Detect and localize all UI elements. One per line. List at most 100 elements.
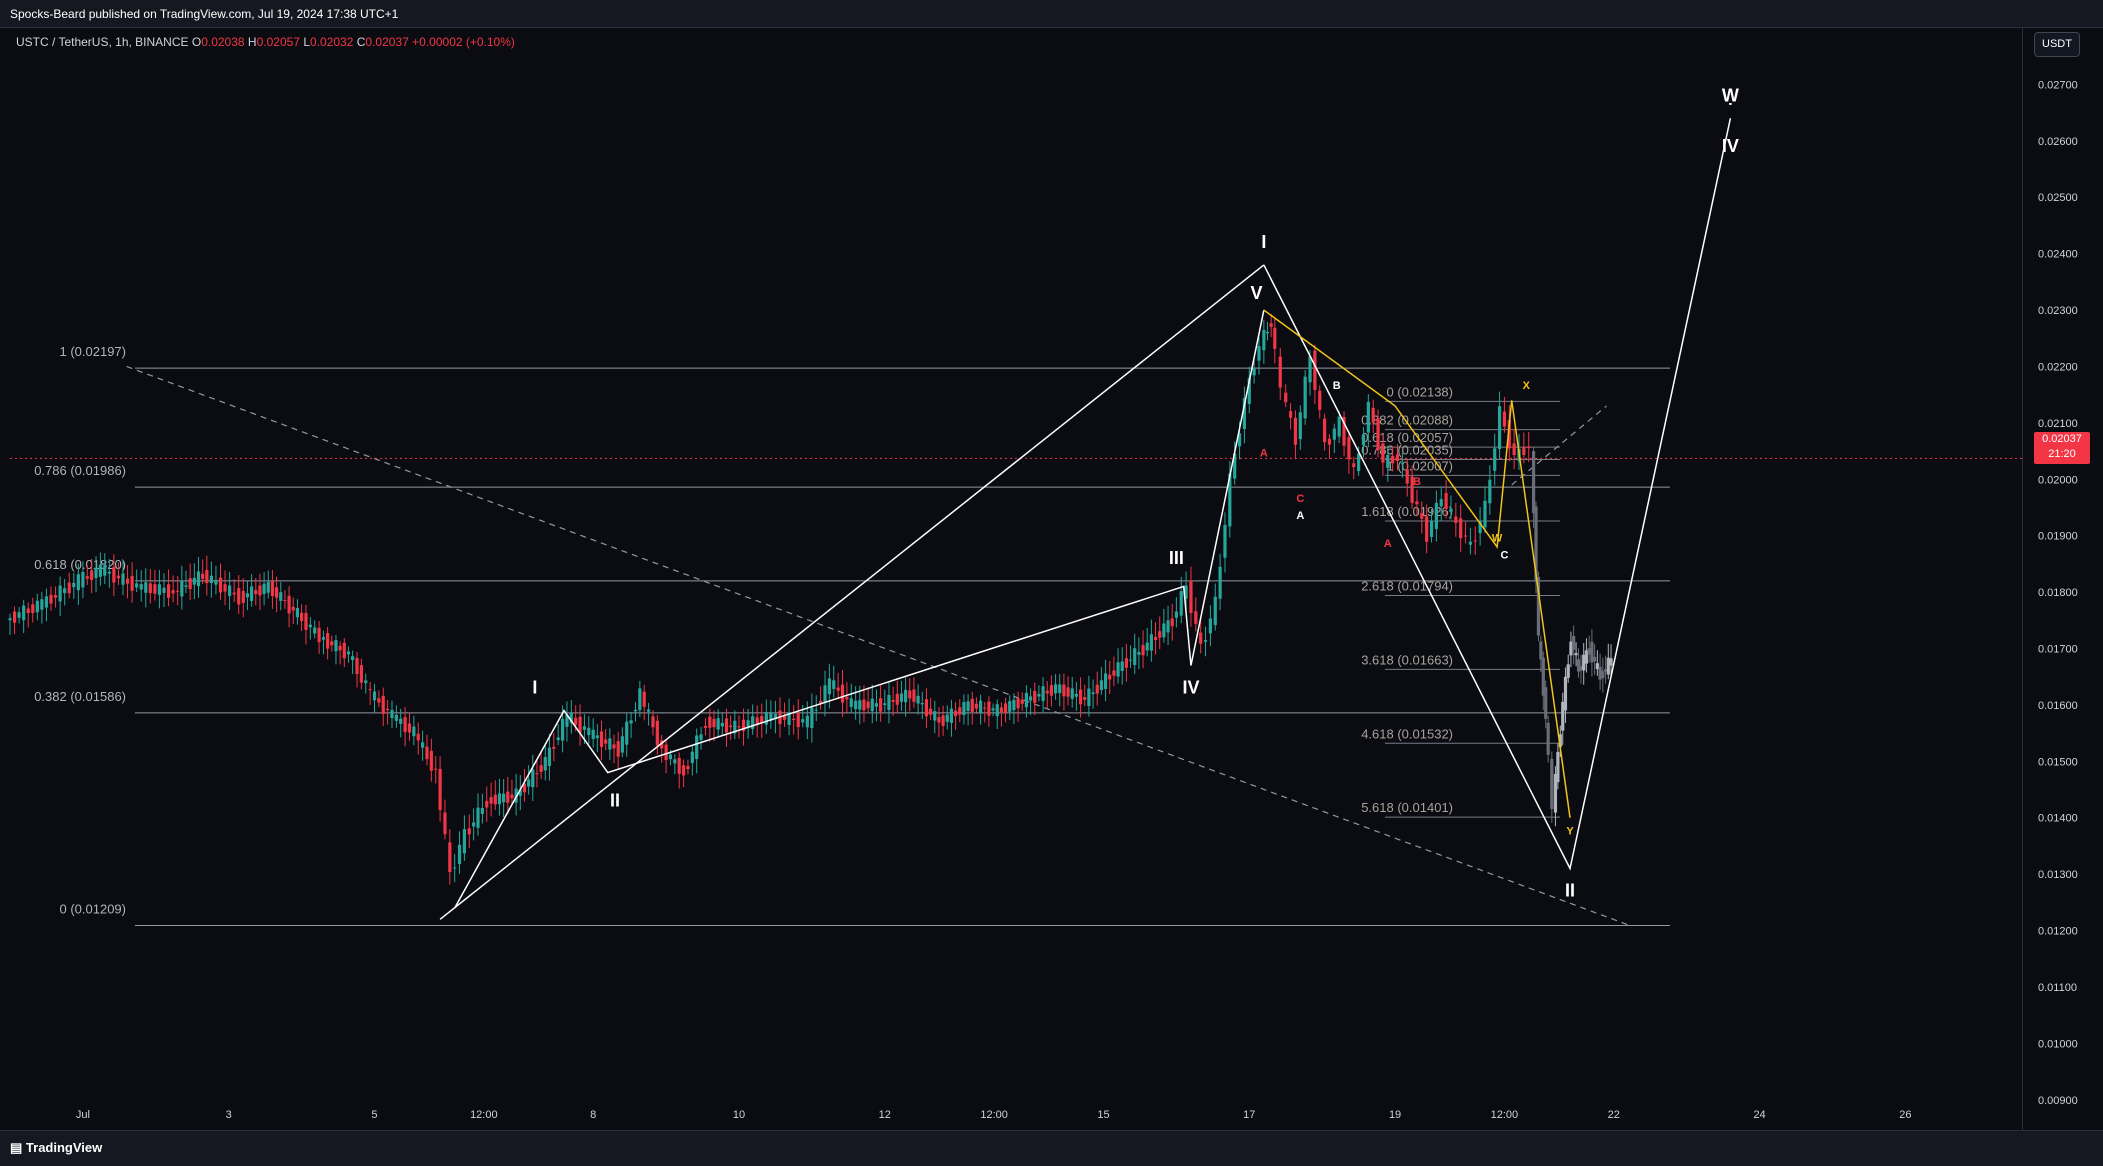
x-tick-label: 10 xyxy=(733,1109,745,1121)
candle xyxy=(1141,645,1145,656)
symbol-name[interactable]: USTC / TetherUS, 1h, BINANCE xyxy=(16,35,189,49)
candle xyxy=(933,711,937,721)
candle xyxy=(681,765,686,776)
candle xyxy=(929,708,933,715)
candle xyxy=(1091,692,1095,695)
candle xyxy=(330,641,334,646)
wave-label: A xyxy=(1296,510,1304,522)
candle xyxy=(1012,699,1016,711)
candle xyxy=(180,580,184,597)
candle xyxy=(313,627,317,634)
last-price-value: 0.02037 xyxy=(2042,433,2082,445)
candle xyxy=(1347,437,1351,460)
candle xyxy=(949,708,954,723)
candle xyxy=(1262,329,1266,351)
candle xyxy=(941,715,945,727)
candle xyxy=(995,704,999,717)
candle xyxy=(664,744,668,761)
candle xyxy=(1473,540,1477,542)
candle xyxy=(205,570,209,584)
candle xyxy=(1361,434,1366,446)
candle xyxy=(1284,392,1288,403)
candle xyxy=(556,737,560,741)
candle xyxy=(299,612,304,622)
candle xyxy=(72,582,76,588)
candle xyxy=(1095,684,1099,694)
candle xyxy=(751,716,755,729)
candle xyxy=(399,718,403,724)
candle xyxy=(254,590,258,595)
candle xyxy=(1257,345,1261,361)
candle xyxy=(1512,443,1516,455)
candle xyxy=(792,718,796,721)
candle xyxy=(1459,518,1463,539)
candle xyxy=(377,698,381,703)
candle xyxy=(1352,463,1356,468)
candle xyxy=(480,807,484,814)
candle xyxy=(1429,521,1434,537)
candle xyxy=(125,578,130,584)
candle xyxy=(283,600,287,602)
currency-button[interactable]: USDT xyxy=(2034,32,2080,57)
tradingview-logo[interactable]: ▤ TradingView xyxy=(10,1140,102,1156)
candle xyxy=(1133,648,1137,665)
candle xyxy=(673,759,677,764)
candle xyxy=(1218,566,1222,599)
candle xyxy=(1066,687,1070,697)
candle xyxy=(604,739,608,744)
candle xyxy=(22,605,26,621)
candle xyxy=(1045,690,1049,694)
candle xyxy=(668,754,673,760)
projected-candle xyxy=(1561,701,1565,731)
candle xyxy=(1293,417,1298,445)
candle xyxy=(218,577,223,593)
fib-extension-label: 5.618 (0.01401) xyxy=(1361,800,1453,815)
y-tick-label: 0.02500 xyxy=(2038,192,2078,204)
candle xyxy=(157,584,162,595)
projected-candle xyxy=(1534,506,1538,582)
candle xyxy=(291,606,295,611)
candle xyxy=(35,600,39,613)
candle xyxy=(612,744,616,749)
candle xyxy=(608,738,612,750)
candle xyxy=(1170,618,1174,627)
candle xyxy=(945,714,949,722)
elliott-wave-line xyxy=(1263,118,1732,871)
candle xyxy=(646,709,651,712)
candle xyxy=(1179,591,1183,616)
candle xyxy=(241,590,245,603)
candle xyxy=(130,575,134,591)
candle xyxy=(1298,412,1302,440)
candle xyxy=(381,695,385,714)
y-tick-label: 0.01300 xyxy=(2038,869,2078,881)
candle xyxy=(1252,368,1256,376)
candle xyxy=(412,726,416,737)
wave-label: Ẉ xyxy=(1722,85,1739,105)
candle xyxy=(908,690,912,699)
candle xyxy=(266,581,270,593)
projected-candle xyxy=(1569,641,1573,656)
candle xyxy=(560,718,565,741)
candle xyxy=(438,768,442,811)
brand-text: TradingView xyxy=(25,1140,103,1155)
candle xyxy=(916,695,920,704)
candle xyxy=(1078,689,1083,705)
candle xyxy=(295,607,300,618)
candle xyxy=(1223,524,1227,558)
x-tick-label: Jul xyxy=(76,1109,90,1121)
wave-label: II xyxy=(1565,881,1575,901)
wave-label: W xyxy=(1492,532,1503,544)
dashed-trendline xyxy=(1511,405,1607,486)
candle xyxy=(814,709,818,711)
candle xyxy=(1199,632,1203,644)
candle xyxy=(1228,473,1232,527)
candle xyxy=(805,715,809,728)
fib-extension-label: 2.618 (0.01794) xyxy=(1361,578,1453,593)
fib-level-label: 0.382 (0.01586) xyxy=(34,689,126,704)
candle xyxy=(595,735,599,739)
candle xyxy=(279,592,283,601)
projected-candle xyxy=(1603,669,1608,672)
candle xyxy=(782,716,787,720)
candle xyxy=(883,703,887,705)
